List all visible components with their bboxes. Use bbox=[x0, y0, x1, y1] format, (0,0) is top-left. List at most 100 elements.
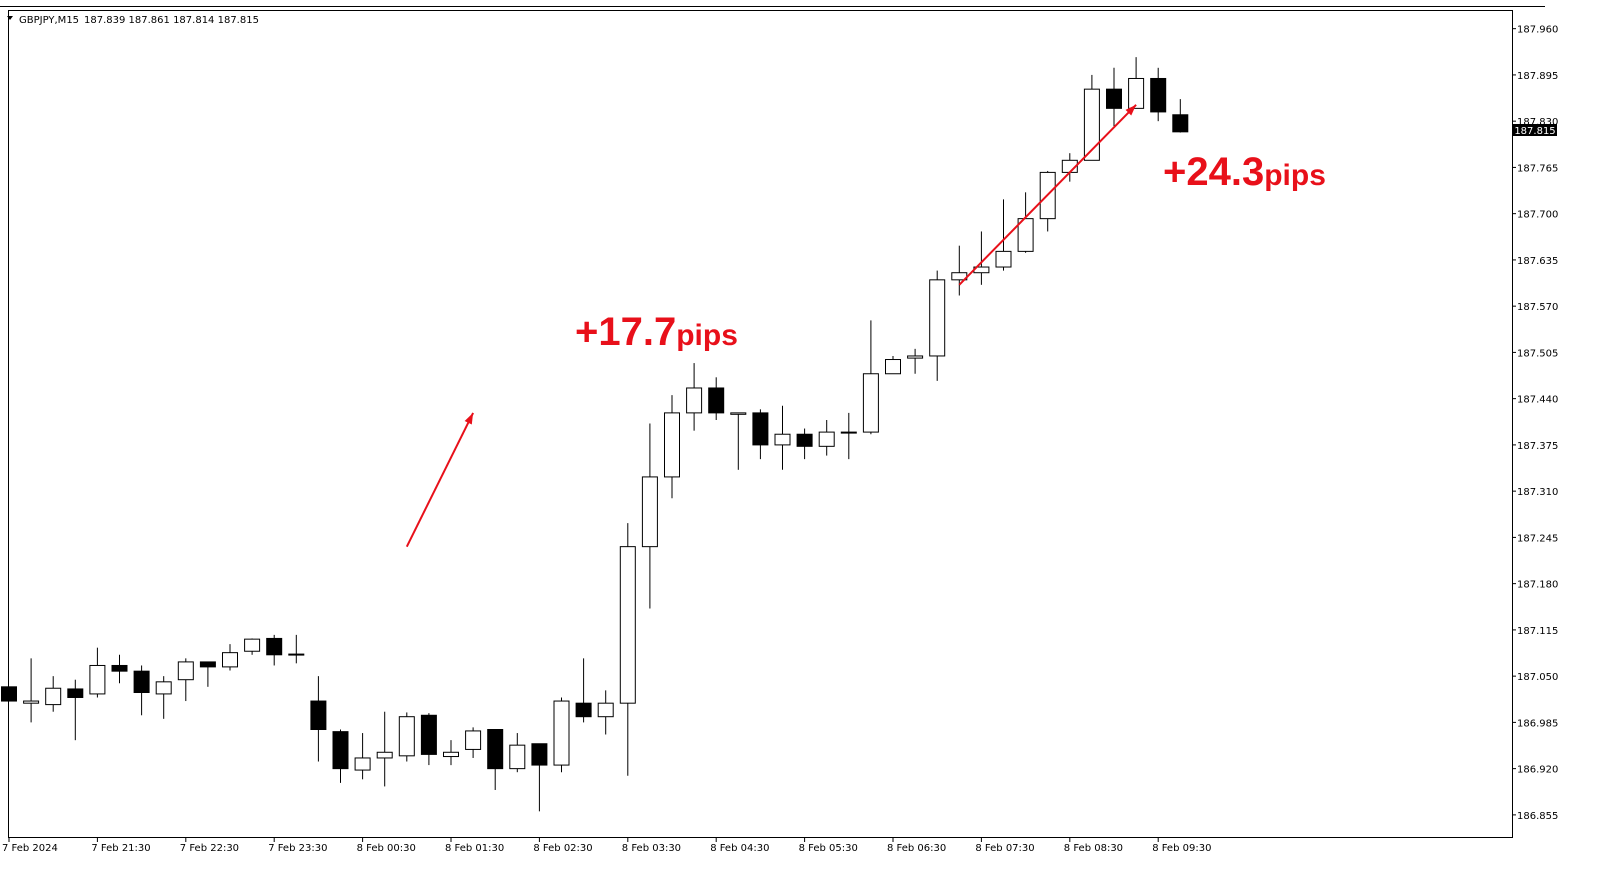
bull-candle-body bbox=[509, 744, 526, 770]
candle-27 bbox=[597, 690, 614, 735]
pips-unit: pips bbox=[676, 319, 738, 352]
time-axis: 7 Feb 2024 7 Feb 21:30 7 Feb 22:30 7 Feb 23… bbox=[2, 837, 1211, 854]
x-tick-label: 8 Feb 03:30 bbox=[622, 843, 681, 854]
candle-6 bbox=[133, 665, 150, 716]
bear-candle-body bbox=[1, 686, 17, 702]
current-price-label: 187.815 bbox=[1514, 126, 1555, 137]
pips-annotation: +24.3pips bbox=[1163, 150, 1326, 194]
candles bbox=[1, 57, 1189, 812]
pips-value: +17.7 bbox=[575, 310, 676, 354]
candle-5 bbox=[111, 654, 128, 684]
arrow-head-icon bbox=[464, 412, 474, 425]
y-tick-label: 186.920 bbox=[1517, 765, 1558, 776]
bear-candle-body bbox=[332, 731, 349, 770]
bear-candle-body bbox=[752, 412, 769, 446]
candle-13 bbox=[288, 634, 305, 664]
candle-34 bbox=[752, 409, 769, 460]
bull-candle-body bbox=[995, 250, 1012, 268]
bull-candle-body bbox=[23, 700, 40, 704]
candle-52 bbox=[1150, 67, 1167, 122]
pips-value: +24.3 bbox=[1163, 150, 1264, 194]
bull-candle-body bbox=[885, 359, 901, 375]
plot-frame bbox=[8, 10, 1513, 838]
candle-7 bbox=[155, 676, 172, 719]
y-tick-label: 187.050 bbox=[1517, 672, 1558, 683]
y-tick-label: 187.765 bbox=[1517, 163, 1558, 174]
bull-candle-body bbox=[664, 412, 680, 478]
trend-arrow-line bbox=[405, 412, 474, 548]
bull-candle-body bbox=[686, 387, 703, 414]
candle-33 bbox=[730, 412, 747, 470]
candle-32 bbox=[708, 377, 725, 420]
x-tick-label: 8 Feb 07:30 bbox=[975, 843, 1034, 854]
candle-26 bbox=[575, 658, 592, 723]
candle-1 bbox=[23, 658, 40, 723]
candle-20 bbox=[443, 740, 459, 766]
x-tick-label: 8 Feb 04:30 bbox=[710, 843, 769, 854]
candle-3 bbox=[67, 679, 84, 741]
y-tick-label: 186.985 bbox=[1517, 718, 1558, 729]
y-tick-label: 187.310 bbox=[1517, 487, 1558, 498]
bull-candle-body bbox=[443, 751, 459, 758]
y-tick-label: 187.960 bbox=[1517, 25, 1558, 36]
bull-candle-body bbox=[89, 664, 106, 695]
candle-23 bbox=[509, 733, 526, 773]
bear-candle-body bbox=[266, 637, 283, 656]
bull-candle-body bbox=[244, 638, 261, 652]
candle-39 bbox=[862, 320, 879, 435]
candle-36 bbox=[796, 428, 813, 460]
pips-annotation: +17.7pips bbox=[575, 310, 738, 354]
y-tick-label: 187.375 bbox=[1517, 441, 1558, 452]
x-tick-label: 7 Feb 22:30 bbox=[180, 843, 239, 854]
symbol-timeframe: GBPJPY,M15 bbox=[19, 15, 79, 26]
x-tick-label: 8 Feb 02:30 bbox=[533, 843, 592, 854]
trend-arrow-line bbox=[958, 104, 1137, 286]
bull-candle-body bbox=[155, 681, 172, 695]
bull-candle-body bbox=[1128, 77, 1145, 109]
bear-candle-body bbox=[1150, 77, 1167, 113]
candle-31 bbox=[686, 363, 703, 431]
candle-42 bbox=[929, 270, 946, 381]
bull-candle-body bbox=[929, 279, 946, 357]
x-tick-label: 8 Feb 01:30 bbox=[445, 843, 504, 854]
candle-9 bbox=[199, 661, 216, 687]
x-tick-label: 7 Feb 23:30 bbox=[268, 843, 327, 854]
bull-candle-body bbox=[597, 702, 614, 718]
candle-16 bbox=[354, 733, 371, 780]
y-tick-label: 187.245 bbox=[1517, 533, 1558, 544]
x-tick-label: 8 Feb 09:30 bbox=[1152, 843, 1211, 854]
bear-candle-body bbox=[575, 702, 592, 718]
bull-candle-body bbox=[818, 431, 835, 447]
candle-49 bbox=[1083, 74, 1100, 161]
candle-17 bbox=[376, 711, 393, 787]
candle-38 bbox=[840, 412, 857, 460]
bull-candle-body bbox=[840, 431, 857, 434]
candle-12 bbox=[266, 634, 283, 666]
dropdown-triangle-icon[interactable] bbox=[7, 16, 13, 20]
candle-22 bbox=[487, 729, 504, 790]
bull-candle-body bbox=[177, 661, 194, 681]
bull-candle-body bbox=[354, 757, 371, 771]
arrow-head-icon bbox=[1125, 104, 1137, 116]
candle-35 bbox=[774, 405, 791, 470]
bear-candle-body bbox=[1106, 88, 1122, 109]
bear-candle-body bbox=[1172, 114, 1189, 133]
y-tick-label: 187.180 bbox=[1517, 580, 1558, 591]
bull-candle-body bbox=[774, 433, 791, 446]
x-tick-label: 7 Feb 2024 bbox=[2, 843, 58, 854]
current-price-tag bbox=[1513, 124, 1557, 136]
bull-candle-body bbox=[862, 373, 879, 433]
price-axis: 187.960 187.895 187.830 187.765 187.700 187.6… bbox=[1512, 25, 1558, 822]
candle-21 bbox=[465, 727, 482, 758]
bear-candle-body bbox=[487, 729, 504, 770]
candle-18 bbox=[398, 712, 415, 762]
bear-candle-body bbox=[796, 433, 813, 447]
bull-candle-body bbox=[398, 716, 415, 757]
y-tick-label: 187.635 bbox=[1517, 256, 1558, 267]
x-tick-label: 8 Feb 05:30 bbox=[799, 843, 858, 854]
y-tick-label: 187.115 bbox=[1517, 626, 1558, 637]
bear-candle-body bbox=[420, 714, 437, 755]
candle-15 bbox=[332, 729, 349, 783]
candle-14 bbox=[310, 676, 327, 762]
bear-candle-body bbox=[67, 688, 84, 698]
